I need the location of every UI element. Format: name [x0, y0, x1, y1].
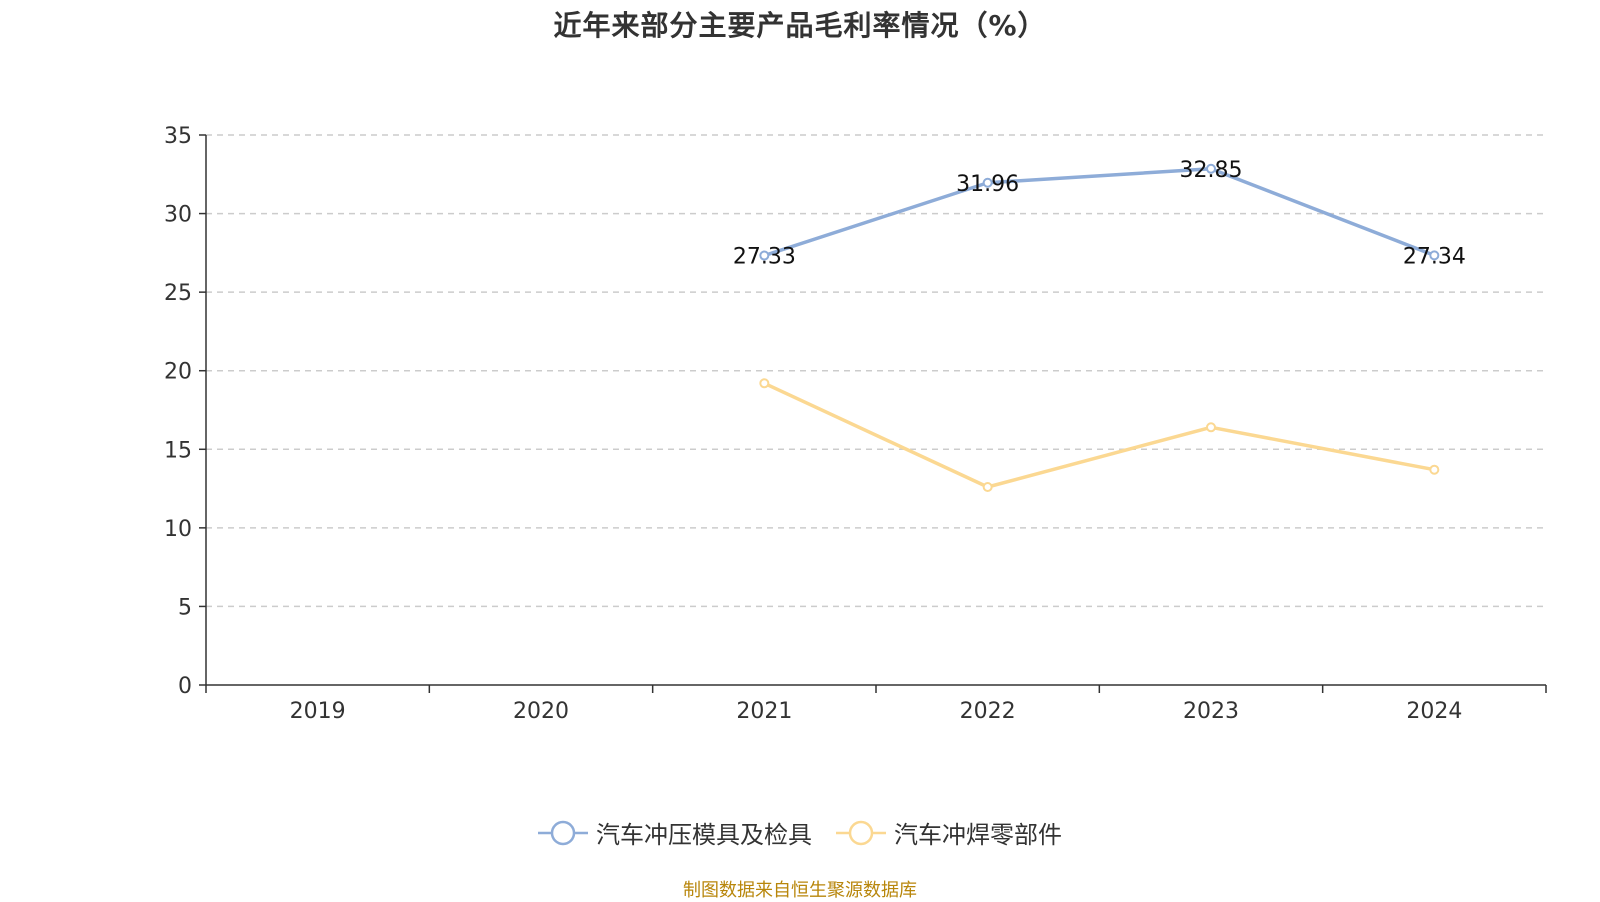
data-point[interactable]: [1206, 163, 1216, 174]
data-point[interactable]: [759, 250, 770, 261]
x-tick-label: 2021: [736, 699, 792, 724]
x-tick-label: 2020: [513, 699, 569, 724]
legend-label: 汽车冲压模具及检具: [596, 821, 812, 849]
y-tick-label: 25: [164, 281, 192, 306]
series: [759, 163, 1440, 492]
data-point[interactable]: [1429, 464, 1440, 475]
y-tick-label: 5: [178, 595, 192, 620]
y-tick-label: 20: [164, 360, 192, 385]
y-tick-label: 10: [164, 517, 192, 542]
legend-item-series-0[interactable]: 汽车冲压模具及检具: [538, 815, 812, 850]
legend-label: 汽车冲焊零部件: [894, 821, 1062, 849]
data-point[interactable]: [759, 378, 770, 389]
axes: 0 5 10 15 20 25 30 35 2019 2020 2021 2022 2023 2024: [164, 124, 1547, 724]
legend: 汽车冲压模具及检具 汽车冲焊零部件: [0, 815, 1600, 850]
series-line-1: [762, 381, 1437, 489]
data-labels: 27.33 31.96 32.85 27.34: [733, 158, 1466, 270]
x-tick-label: 2019: [290, 699, 346, 724]
x-tick-label: 2022: [960, 699, 1016, 724]
data-point[interactable]: [1206, 422, 1216, 433]
legend-marker-icon: [538, 820, 588, 845]
legend-item-series-1[interactable]: 汽车冲焊零部件: [836, 815, 1062, 850]
data-point[interactable]: [1429, 250, 1440, 261]
data-label: 32.85: [1180, 158, 1243, 183]
data-label: 27.33: [733, 245, 796, 270]
y-tick-label: 0: [178, 674, 192, 699]
legend-marker-icon: [836, 820, 886, 845]
y-tick-label: 30: [164, 203, 192, 228]
chart-title: 近年来部分主要产品毛利率情况（%）: [553, 9, 1047, 42]
x-tick-label: 2023: [1183, 699, 1239, 724]
data-point[interactable]: [982, 177, 993, 188]
y-tick-label: 35: [164, 124, 192, 149]
series-line-0: [762, 167, 1437, 258]
y-tick-label: 15: [164, 438, 192, 463]
source-note: 制图数据来自恒生聚源数据库: [683, 880, 917, 901]
data-label: 31.96: [956, 172, 1019, 197]
data-point[interactable]: [982, 482, 993, 492]
data-label: 27.34: [1403, 244, 1466, 269]
x-tick-label: 2024: [1406, 699, 1462, 724]
grid-lines: [206, 134, 1546, 608]
